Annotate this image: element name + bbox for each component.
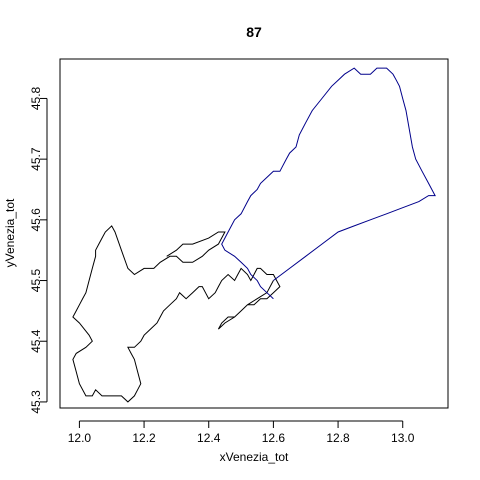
y-tick-label: 45.5 [29, 269, 43, 293]
x-tick-label: 12.0 [68, 431, 92, 445]
chart-title: 87 [246, 24, 262, 40]
x-axis: 12.0 12.2 12.4 12.6 12.8 13.0 [68, 420, 415, 445]
x-tick-label: 12.2 [132, 431, 156, 445]
x-tick-label: 12.6 [262, 431, 286, 445]
x-tick-label: 12.4 [197, 431, 221, 445]
y-tick-label: 45.8 [29, 86, 43, 110]
plot-frame [59, 58, 449, 409]
y-tick-label: 45.4 [29, 329, 43, 353]
series-line-1 [72, 225, 281, 403]
y-tick-label: 45.7 [29, 147, 43, 171]
y-tick-label: 45.6 [29, 208, 43, 232]
series-line-2 [221, 67, 436, 300]
x-axis-label: xVenezia_tot [220, 450, 289, 464]
y-axis-label: yVenezia_tot [3, 198, 17, 267]
y-axis: 45.3 45.4 45.5 45.6 45.7 45.8 [29, 86, 48, 414]
y-tick-label: 45.3 [29, 390, 43, 414]
series-layer [72, 67, 436, 403]
x-tick-label: 12.8 [326, 431, 350, 445]
x-tick-label: 13.0 [391, 431, 415, 445]
